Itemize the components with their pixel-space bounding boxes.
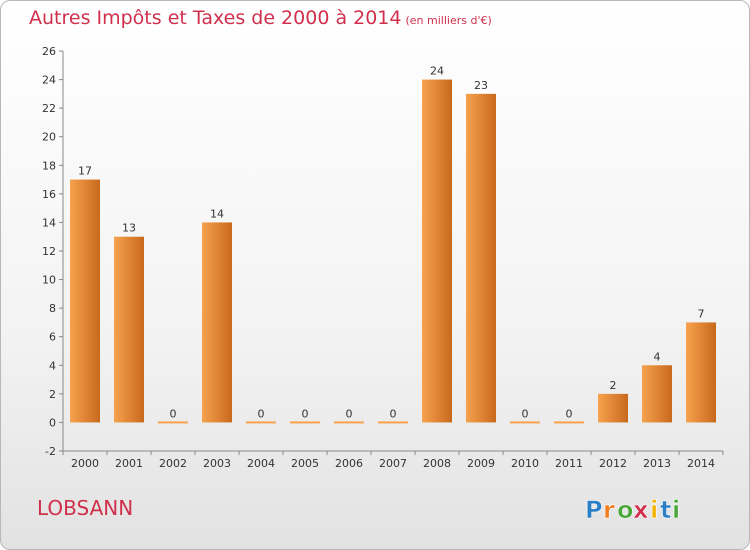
- logo-letter: i: [672, 496, 680, 524]
- y-tick-label: 10: [42, 274, 56, 287]
- logo-letter: P: [585, 496, 603, 524]
- bar: [70, 179, 100, 423]
- chart-title: Autres Impôts et Taxes de 2000 à 2014 (en…: [29, 7, 492, 29]
- chart-title-text: Autres Impôts et Taxes de 2000 à 2014: [29, 7, 402, 29]
- y-tick-label: 6: [49, 331, 56, 344]
- x-tick-label: 2000: [71, 457, 99, 470]
- y-tick-label: 4: [49, 359, 56, 372]
- x-tick-label: 2005: [291, 457, 319, 470]
- data-label: 0: [522, 407, 529, 420]
- bar: [114, 236, 144, 423]
- data-label: 0: [390, 407, 397, 420]
- x-tick-label: 2003: [203, 457, 231, 470]
- data-label: 7: [698, 307, 705, 320]
- x-tick-label: 2013: [643, 457, 671, 470]
- bar: [378, 421, 408, 424]
- y-tick-label: 22: [42, 102, 56, 115]
- y-tick-label: -2: [45, 445, 56, 458]
- y-tick-label: 12: [42, 245, 56, 258]
- x-tick-label: 2014: [687, 457, 715, 470]
- logo-letter: x: [633, 496, 649, 524]
- logo-letter: o: [617, 496, 634, 524]
- x-tick-label: 2012: [599, 457, 627, 470]
- x-tick-label: 2010: [511, 457, 539, 470]
- bar: [202, 222, 232, 423]
- bar: [554, 421, 584, 424]
- logo-letter: r: [603, 496, 615, 524]
- data-label: 17: [78, 165, 92, 178]
- data-label: 23: [474, 79, 488, 92]
- bar: [422, 79, 452, 423]
- x-tick-label: 2008: [423, 457, 451, 470]
- commune-name: LOBSANN: [37, 496, 134, 520]
- bar: [158, 421, 188, 424]
- logo-letter: i: [650, 496, 658, 524]
- x-tick-label: 2002: [159, 457, 187, 470]
- data-label: 2: [610, 379, 617, 392]
- data-label: 0: [346, 407, 353, 420]
- bar: [246, 421, 276, 424]
- bar: [290, 421, 320, 424]
- data-label: 14: [210, 207, 224, 220]
- y-tick-label: 24: [42, 74, 56, 87]
- data-label: 24: [430, 65, 444, 78]
- bar: [466, 93, 496, 423]
- x-tick-label: 2011: [555, 457, 583, 470]
- data-label: 0: [170, 407, 177, 420]
- data-label: 13: [122, 222, 136, 235]
- bar: [510, 421, 540, 424]
- x-tick-label: 2001: [115, 457, 143, 470]
- bar: [686, 322, 716, 423]
- x-tick-label: 2006: [335, 457, 363, 470]
- logo-letter: t: [660, 496, 671, 524]
- y-tick-label: 8: [49, 302, 56, 315]
- x-tick-label: 2004: [247, 457, 275, 470]
- x-tick-label: 2007: [379, 457, 407, 470]
- chart-unit: (en milliers d'€): [405, 14, 492, 27]
- data-label: 4: [654, 350, 661, 363]
- bar: [598, 393, 628, 423]
- bar: [642, 365, 672, 423]
- y-tick-label: 18: [42, 159, 56, 172]
- y-tick-label: 26: [42, 45, 56, 58]
- y-tick-label: 20: [42, 131, 56, 144]
- y-tick-label: 2: [49, 388, 56, 401]
- y-tick-label: 0: [49, 416, 56, 429]
- data-label: 0: [302, 407, 309, 420]
- data-label: 0: [258, 407, 265, 420]
- data-label: 0: [566, 407, 573, 420]
- x-tick-label: 2009: [467, 457, 495, 470]
- y-tick-label: 16: [42, 188, 56, 201]
- y-tick-label: 14: [42, 216, 56, 229]
- bar: [334, 421, 364, 424]
